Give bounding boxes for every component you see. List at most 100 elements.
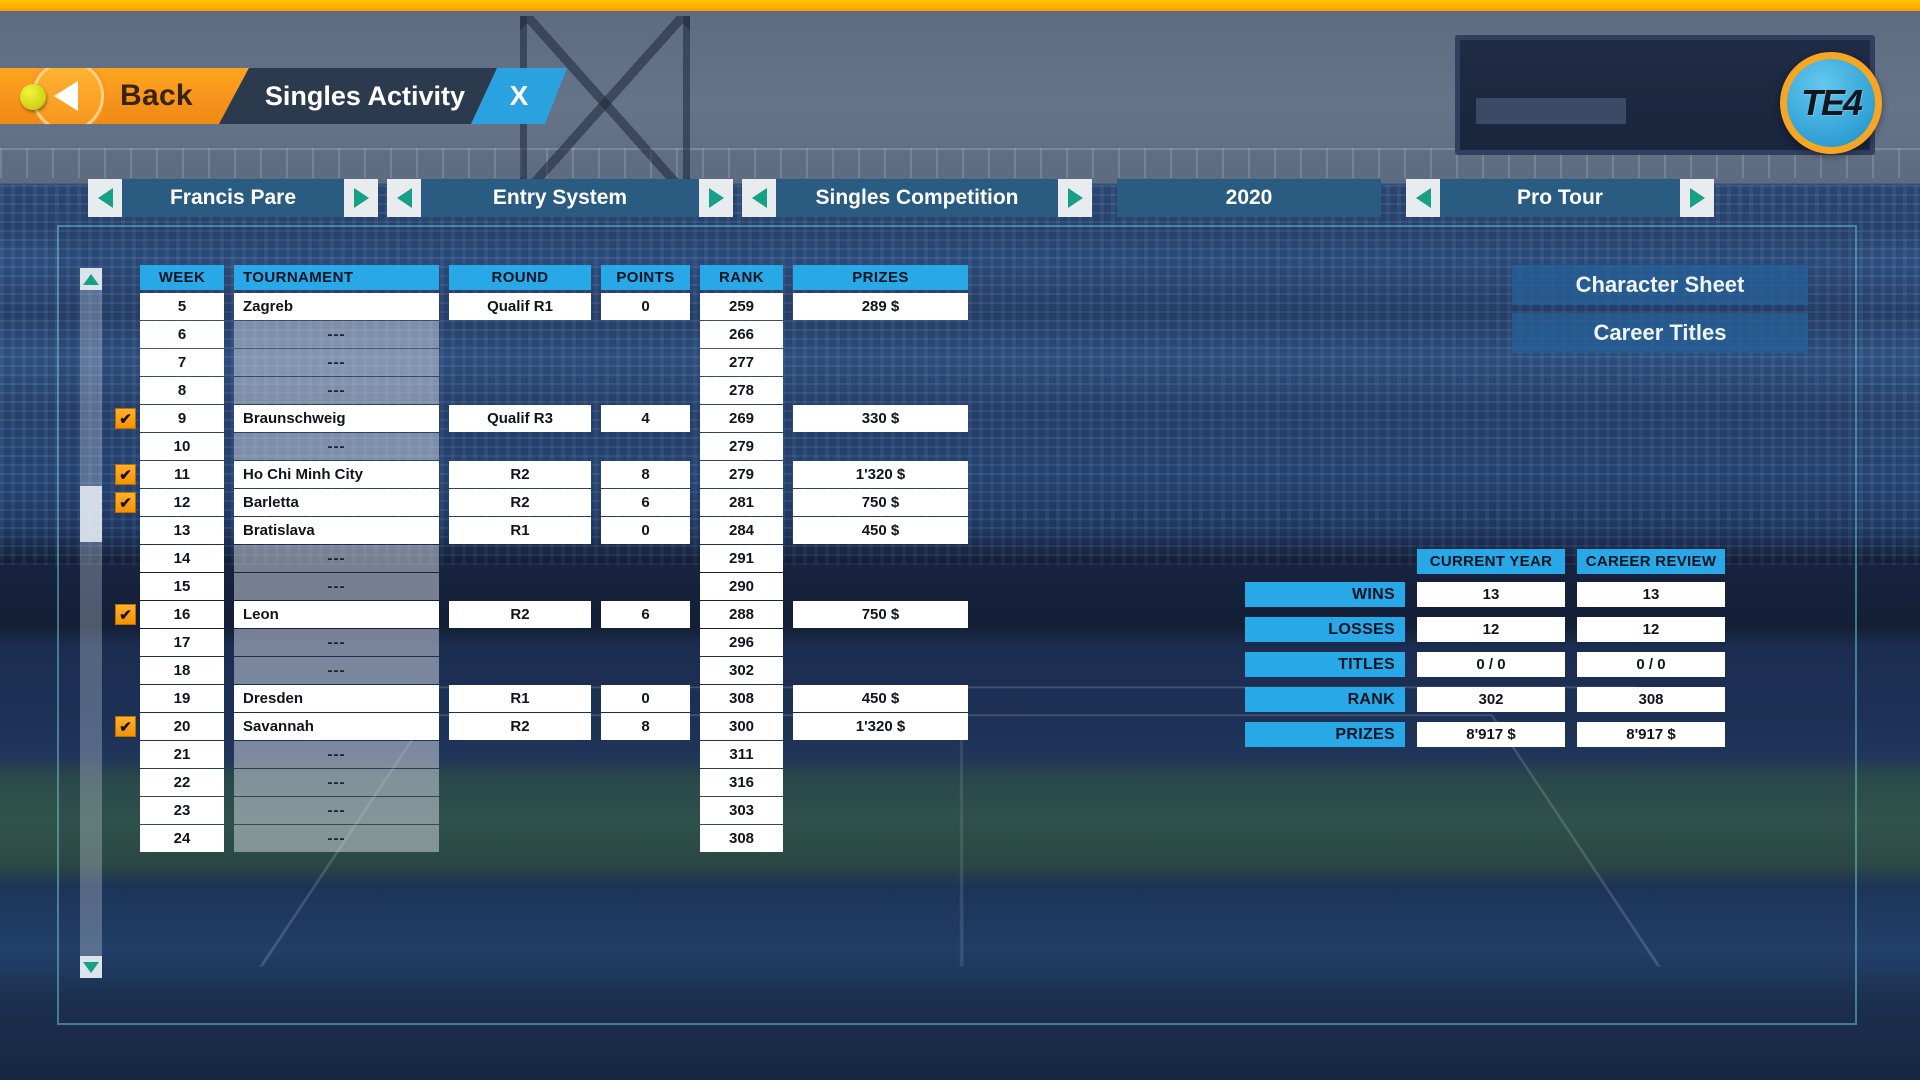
- cell-tournament: ---: [234, 797, 439, 824]
- tour-prev-button[interactable]: [1406, 179, 1440, 217]
- column-header-week: WEEK: [140, 265, 224, 290]
- player-selector-value[interactable]: Francis Pare: [122, 179, 344, 217]
- stats-value-current-year: 302: [1417, 687, 1565, 712]
- cell-tournament: Zagreb: [234, 293, 439, 320]
- cell-points: 0: [601, 293, 690, 320]
- entry-system-prev-button[interactable]: [387, 179, 421, 217]
- table-row[interactable]: 5 Zagreb Qualif R1 0 259 289 $: [140, 293, 978, 320]
- table-row[interactable]: ✔ 11 Ho Chi Minh City R2 8 279 1'320 $: [115, 461, 978, 488]
- cell-tournament: ---: [234, 573, 439, 600]
- table-row[interactable]: 17 --- 296: [140, 629, 978, 656]
- scrollbar-track[interactable]: [80, 290, 102, 956]
- cell-round: [449, 741, 591, 768]
- stats-column-header-career-review: CAREER REVIEW: [1577, 549, 1725, 574]
- year-display[interactable]: 2020: [1117, 179, 1381, 217]
- competition-next-button[interactable]: [1058, 179, 1092, 217]
- table-row[interactable]: 24 --- 308: [140, 825, 978, 852]
- cell-points: 8: [601, 461, 690, 488]
- table-row[interactable]: 8 --- 278: [140, 377, 978, 404]
- table-row[interactable]: 23 --- 303: [140, 797, 978, 824]
- table-header-row: WEEK TOURNAMENT ROUND POINTS RANK PRIZES: [140, 265, 978, 290]
- cell-rank: 300: [700, 713, 783, 740]
- te4-logo: TE4: [1780, 52, 1882, 154]
- table-row[interactable]: 21 --- 311: [140, 741, 978, 768]
- table-row[interactable]: ✔ 12 Barletta R2 6 281 750 $: [115, 489, 978, 516]
- scrollbar-thumb[interactable]: [80, 486, 102, 542]
- career-titles-button[interactable]: Career Titles: [1512, 313, 1808, 353]
- cell-prizes: 750 $: [793, 489, 968, 516]
- tour-next-button[interactable]: [1680, 179, 1714, 217]
- cell-points: 0: [601, 685, 690, 712]
- cell-points: 0: [601, 517, 690, 544]
- cell-rank: 269: [700, 405, 783, 432]
- character-sheet-button[interactable]: Character Sheet: [1512, 265, 1808, 305]
- competition-prev-button[interactable]: [742, 179, 776, 217]
- cell-round: Qualif R1: [449, 293, 591, 320]
- cell-week: 7: [140, 349, 224, 376]
- chevron-right-icon: [1067, 188, 1083, 208]
- stats-value-current-year: 8'917 $: [1417, 722, 1565, 747]
- table-row[interactable]: 7 --- 277: [140, 349, 978, 376]
- cell-week: 14: [140, 545, 224, 572]
- tour-selector-value[interactable]: Pro Tour: [1440, 179, 1680, 217]
- table-row[interactable]: 13 Bratislava R1 0 284 450 $: [140, 517, 978, 544]
- cell-points: 6: [601, 489, 690, 516]
- row-checkbox-checked[interactable]: ✔: [115, 492, 136, 513]
- activity-table: WEEK TOURNAMENT ROUND POINTS RANK PRIZES…: [115, 265, 978, 853]
- player-prev-button[interactable]: [88, 179, 122, 217]
- table-row[interactable]: 22 --- 316: [140, 769, 978, 796]
- triangle-down-icon: [83, 961, 99, 973]
- cell-prizes: 750 $: [793, 601, 968, 628]
- stats-row-label: WINS: [1245, 582, 1405, 607]
- column-header-rank: RANK: [700, 265, 783, 290]
- scroll-up-button[interactable]: [80, 268, 102, 290]
- cell-prizes: 289 $: [793, 293, 968, 320]
- stats-value-current-year: 13: [1417, 582, 1565, 607]
- table-row[interactable]: ✔ 16 Leon R2 6 288 750 $: [115, 601, 978, 628]
- cell-week: 8: [140, 377, 224, 404]
- cell-points: [601, 741, 690, 768]
- back-button[interactable]: Back: [0, 68, 249, 124]
- tennis-ball-icon: [20, 84, 46, 110]
- cell-rank: 279: [700, 461, 783, 488]
- row-checkbox-checked[interactable]: ✔: [115, 716, 136, 737]
- cell-week: 11: [140, 461, 224, 488]
- row-checkbox-checked[interactable]: ✔: [115, 408, 136, 429]
- cell-rank: 277: [700, 349, 783, 376]
- player-selector: Francis Pare: [88, 179, 378, 217]
- activity-scrollbar[interactable]: [80, 268, 102, 978]
- chevron-left-icon: [1415, 188, 1431, 208]
- table-row[interactable]: 14 --- 291: [140, 545, 978, 572]
- table-row[interactable]: ✔ 20 Savannah R2 8 300 1'320 $: [115, 713, 978, 740]
- entry-system-next-button[interactable]: [699, 179, 733, 217]
- cell-week: 20: [140, 713, 224, 740]
- table-row[interactable]: 15 --- 290: [140, 573, 978, 600]
- chevron-right-icon: [708, 188, 724, 208]
- table-row[interactable]: 6 --- 266: [140, 321, 978, 348]
- cell-prizes: [793, 349, 968, 376]
- stats-value-career-review: 12: [1577, 617, 1725, 642]
- cell-prizes: [793, 573, 968, 600]
- stats-value-career-review: 308: [1577, 687, 1725, 712]
- table-row[interactable]: 10 --- 279: [140, 433, 978, 460]
- cell-prizes: 1'320 $: [793, 713, 968, 740]
- cell-tournament: Savannah: [234, 713, 439, 740]
- cell-prizes: 450 $: [793, 517, 968, 544]
- cell-rank: 308: [700, 685, 783, 712]
- scroll-down-button[interactable]: [80, 956, 102, 978]
- table-row[interactable]: ✔ 9 Braunschweig Qualif R3 4 269 330 $: [115, 405, 978, 432]
- cell-points: 4: [601, 405, 690, 432]
- cell-tournament: ---: [234, 741, 439, 768]
- stats-corner-spacer: [1245, 549, 1405, 574]
- row-checkbox-checked[interactable]: ✔: [115, 604, 136, 625]
- row-checkbox-checked[interactable]: ✔: [115, 464, 136, 485]
- cell-week: 6: [140, 321, 224, 348]
- table-row[interactable]: 19 Dresden R1 0 308 450 $: [140, 685, 978, 712]
- chevron-right-icon: [353, 188, 369, 208]
- competition-selector-value[interactable]: Singles Competition: [776, 179, 1058, 217]
- stats-header-row: CURRENT YEAR CAREER REVIEW: [1245, 549, 1725, 574]
- player-next-button[interactable]: [344, 179, 378, 217]
- cell-week: 21: [140, 741, 224, 768]
- table-row[interactable]: 18 --- 302: [140, 657, 978, 684]
- entry-system-selector-value[interactable]: Entry System: [421, 179, 699, 217]
